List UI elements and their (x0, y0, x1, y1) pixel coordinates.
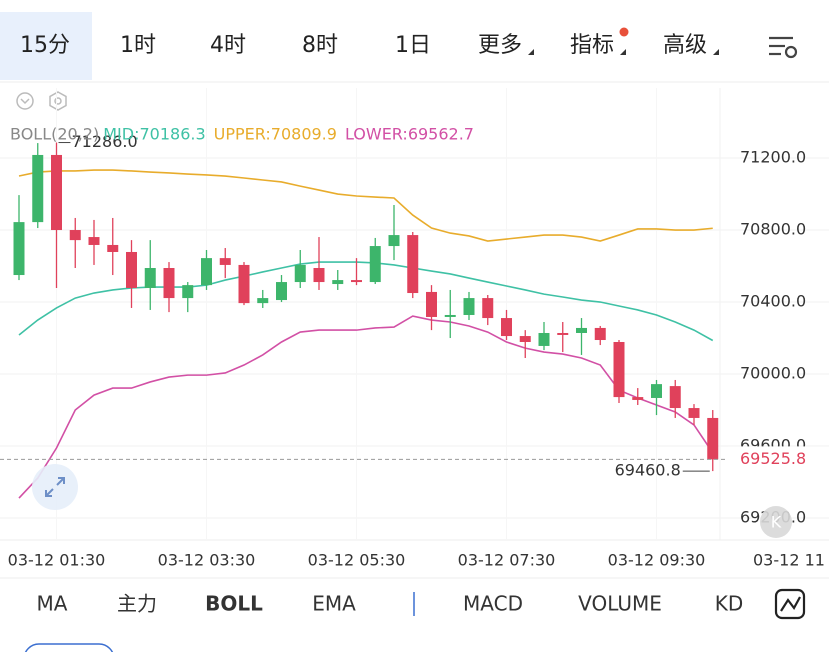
boll-line (18, 315, 714, 499)
settings-icon[interactable] (769, 36, 798, 59)
candle-body (276, 282, 287, 301)
candle-body (257, 298, 269, 304)
expand-button[interactable] (32, 464, 78, 510)
tab[interactable]: 指标 (570, 33, 614, 58)
legend-entry: UPPER:70809.9 (214, 125, 337, 144)
candle-body (594, 327, 606, 341)
candle-body (351, 280, 362, 283)
indicator-tab[interactable]: MA (37, 592, 68, 616)
candle-body (407, 235, 419, 294)
candle-body (632, 397, 644, 400)
candle-body (444, 314, 456, 317)
candle-body (144, 268, 156, 288)
svg-text:K: K (771, 513, 782, 532)
indicator-tab[interactable]: BOLL (205, 592, 263, 616)
candle-body (32, 154, 44, 223)
tab[interactable]: 1日 (395, 33, 431, 58)
candle-body (426, 291, 437, 317)
candle-body (669, 386, 681, 409)
y-tick-label: 70400.0 (740, 292, 806, 311)
high-label: 71286.0 (72, 132, 138, 151)
indicator-tab[interactable]: 主力 (117, 592, 157, 616)
partial-button[interactable] (24, 643, 114, 652)
x-tick-label: 03-12 01:30 (8, 551, 106, 570)
candle-body (388, 235, 400, 247)
candle-body (13, 222, 25, 276)
candle-body (519, 336, 531, 342)
candle-body (688, 408, 700, 418)
dropdown-arrow (528, 49, 534, 55)
top-tabs: 15分 1时 4时 8时 1日 更多 指标 高级 (20, 27, 719, 58)
dropdown-arrow (713, 49, 719, 55)
dropdown-arrow (620, 49, 626, 55)
y-tick-label: 70000.0 (740, 364, 806, 383)
tab[interactable]: 高级 (663, 33, 707, 58)
candle-body (332, 280, 344, 285)
boll-line (18, 169, 713, 242)
last-price-box (728, 446, 829, 473)
indicator-settings-icon[interactable] (774, 588, 806, 620)
indicator-tab[interactable]: VOLUME (578, 592, 662, 616)
candle-body (107, 244, 119, 252)
selected-tab-bg (0, 12, 92, 80)
candle-body (238, 264, 250, 304)
tab[interactable]: 15分 (20, 33, 70, 58)
chart-tool-icons[interactable] (16, 91, 67, 111)
x-tick-label: 03-12 05:30 (308, 551, 406, 570)
candle-body (182, 285, 194, 299)
candle-body (313, 268, 325, 283)
bottom-tabs: MA 主力 BOLL EMA MACD VOLUME KD (37, 592, 744, 616)
x-tick-label: 03-12 03:30 (158, 551, 256, 570)
y-tick-label: 71200.0 (740, 148, 806, 167)
x-tick-label: 03-12 09:30 (608, 551, 706, 570)
indicator-label: BOLL(20,2) (10, 125, 99, 144)
candle-body (613, 341, 625, 398)
indicator-tab[interactable]: MACD (463, 592, 523, 616)
tab[interactable]: 8时 (302, 33, 338, 58)
candle-body (557, 332, 569, 335)
chart: 69200.069600.070000.070400.070800.071200… (0, 88, 829, 570)
candle-body (51, 154, 62, 231)
indicator-tab[interactable]: KD (715, 592, 744, 616)
candle-body (219, 258, 231, 265)
candle-body (294, 264, 306, 283)
candle-body (69, 230, 81, 241)
last-price-label: 69525.8 (740, 449, 806, 468)
x-tick-label: 03-12 07:30 (458, 551, 556, 570)
candle-body (369, 246, 381, 283)
y-tick-label: 70800.0 (740, 220, 806, 239)
x-tick-label: 03-12 11 (753, 551, 825, 570)
candle-body (482, 298, 494, 319)
candle-body (463, 298, 475, 315)
tab[interactable]: 4时 (210, 33, 246, 58)
candle-body (501, 318, 512, 337)
candle-body (576, 327, 587, 333)
notification-dot (619, 27, 629, 37)
candle-body (651, 384, 662, 398)
legend-entry: LOWER:69562.7 (345, 125, 474, 144)
candle-body (163, 268, 175, 299)
tab[interactable]: 1时 (120, 33, 156, 58)
candle-body (88, 237, 100, 245)
candle-body (707, 417, 719, 460)
tab[interactable]: 更多 (478, 33, 522, 58)
legend-entry: MID:70186.3 (103, 125, 205, 144)
k-button[interactable]: K (760, 506, 792, 538)
candle-body (538, 332, 550, 346)
low-label: 69460.8 (615, 461, 681, 480)
candle-body (201, 258, 212, 286)
candle-body (126, 251, 137, 288)
indicator-tab[interactable]: EMA (312, 592, 356, 616)
